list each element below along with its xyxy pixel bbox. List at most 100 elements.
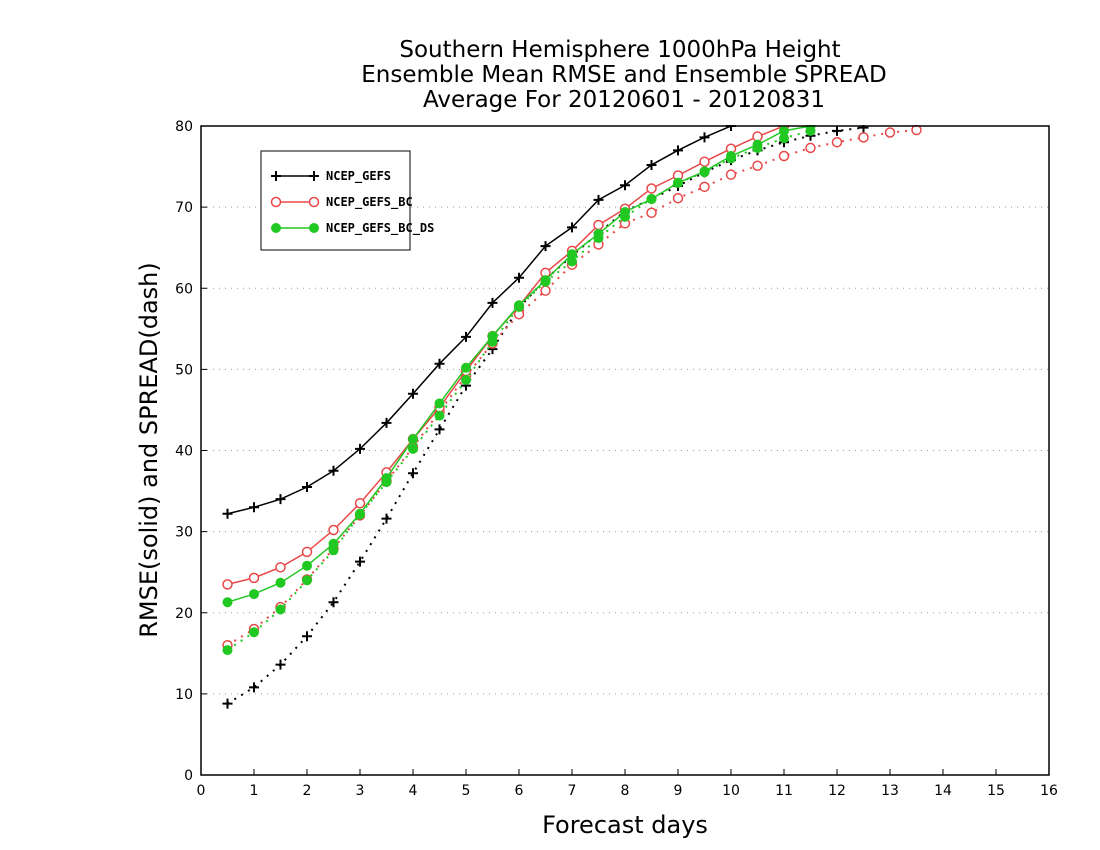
point-spread-1-26 [911,125,922,136]
x-tick-label-12: 12 [828,783,846,799]
point-spread-2-1 [249,627,259,638]
point-rmse-2-18 [699,166,710,177]
point-spread-2-0 [222,645,233,656]
point-spread-0-4 [328,597,339,608]
point-rmse-0-3 [302,482,312,493]
point-rmse-2-21 [779,125,789,136]
legend-entries: NCEP_GEFS NCEP_GEFS_BC NCEP_GEFS_BC_DS [270,169,434,236]
point-spread-1-25 [884,127,896,138]
x-tick-label-0: 0 [197,783,206,799]
point-rmse-2-17 [673,177,683,188]
point-rmse-1-0 [222,579,233,590]
point-spread-0-23 [832,125,842,136]
point-rmse-0-14 [593,194,604,205]
point-spread-0-6 [381,513,392,524]
legend: NCEP_GEFS NCEP_GEFS_BC NCEP_GEFS_BC_DS [260,150,434,251]
legend-marker-right-0 [309,171,319,181]
y-tick-label-0: 0 [184,768,193,784]
x-tick-label-8: 8 [621,783,630,799]
y-tick-label-80: 80 [175,119,193,135]
point-rmse-0-10 [487,297,498,308]
point-rmse-2-16 [646,194,657,205]
y-tick-label-20: 20 [175,606,193,622]
legend-marker-right-2 [309,223,319,233]
point-rmse-2-7 [408,434,418,445]
point-rmse-1-18 [699,156,710,167]
legend-marker-right-1 [308,196,320,208]
point-spread-0-3 [302,631,312,642]
point-spread-1-21 [778,150,790,162]
point-spread-2-3 [302,575,312,586]
point-rmse-0-17 [673,145,683,156]
point-spread-1-20 [752,160,763,172]
point-rmse-0-0 [222,508,233,519]
point-spread-1-22 [805,142,816,154]
point-rmse-2-12 [540,275,551,286]
point-rmse-0-15 [620,180,630,191]
point-rmse-0-4 [328,465,339,476]
series-layer [222,125,922,709]
point-spread-1-24 [858,132,869,143]
x-tick-label-1: 1 [250,783,259,799]
point-rmse-2-0 [222,597,233,608]
x-tick-label-3: 3 [356,783,365,799]
point-rmse-1-14 [593,219,604,231]
point-rmse-1-1 [248,572,260,584]
point-rmse-1-2 [275,562,286,573]
point-rmse-0-8 [434,358,445,369]
point-spread-1-19 [725,169,737,180]
point-rmse-0-18 [699,132,710,143]
x-tick-label-9: 9 [674,783,683,799]
y-tick-label-70: 70 [175,200,193,216]
point-rmse-2-14 [593,228,604,239]
legend-label-2: NCEP_GEFS_BC_DS [326,221,434,236]
point-spread-2-2 [275,604,286,615]
point-rmse-2-10 [487,331,498,342]
chart-title-line-3: Average For 20120601 - 20120831 [423,87,825,113]
point-spread-1-17 [672,192,684,204]
point-spread-1-16 [646,207,657,219]
x-tick-label-10: 10 [722,783,740,799]
point-rmse-0-5 [355,443,365,454]
point-spread-2-7 [408,443,418,454]
point-rmse-1-3 [301,546,313,558]
point-spread-0-7 [408,468,418,479]
point-rmse-0-2 [275,494,286,505]
x-tick-label-13: 13 [881,783,899,799]
point-spread-2-8 [434,410,445,421]
legend-marker-left-2 [271,223,281,233]
x-tick-label-7: 7 [568,783,577,799]
point-rmse-2-2 [275,577,286,588]
point-rmse-2-6 [381,473,392,484]
point-spread-0-0 [222,698,233,709]
point-rmse-1-5 [354,497,366,509]
legend-label-0: NCEP_GEFS [326,169,391,184]
point-rmse-2-9 [461,362,471,373]
point-spread-0-24 [858,125,869,133]
x-tick-label-4: 4 [409,783,418,799]
x-tick-label-6: 6 [515,783,524,799]
y-tick-label-60: 60 [175,281,193,297]
point-rmse-0-6 [381,417,392,428]
axes-layer: 0 1 2 3 4 5 6 7 8 9 10 11 12 13 14 15 160102030405060708… [175,119,1058,799]
point-spread-2-9 [461,374,471,385]
point-spread-0-8 [434,424,445,435]
point-spread-1-18 [699,181,710,193]
point-rmse-2-11 [514,300,524,311]
chart-title-line-2: Ensemble Mean RMSE and Ensemble SPREAD [361,62,886,88]
point-rmse-0-7 [408,388,418,399]
x-tick-label-11: 11 [775,783,793,799]
point-rmse-0-9 [461,331,471,342]
point-rmse-2-13 [567,249,577,260]
x-tick-label-15: 15 [987,783,1005,799]
x-axis-label: Forecast days [542,811,708,839]
point-rmse-2-1 [249,589,259,600]
series-ncep-gefs-bc-ds [222,125,816,656]
legend-label-1: NCEP_GEFS_BC [326,195,413,210]
legend-marker-left-1 [270,196,282,208]
point-rmse-2-20 [752,139,763,150]
point-rmse-2-3 [302,560,312,571]
point-spread-0-1 [249,682,259,693]
point-rmse-2-5 [355,508,365,519]
